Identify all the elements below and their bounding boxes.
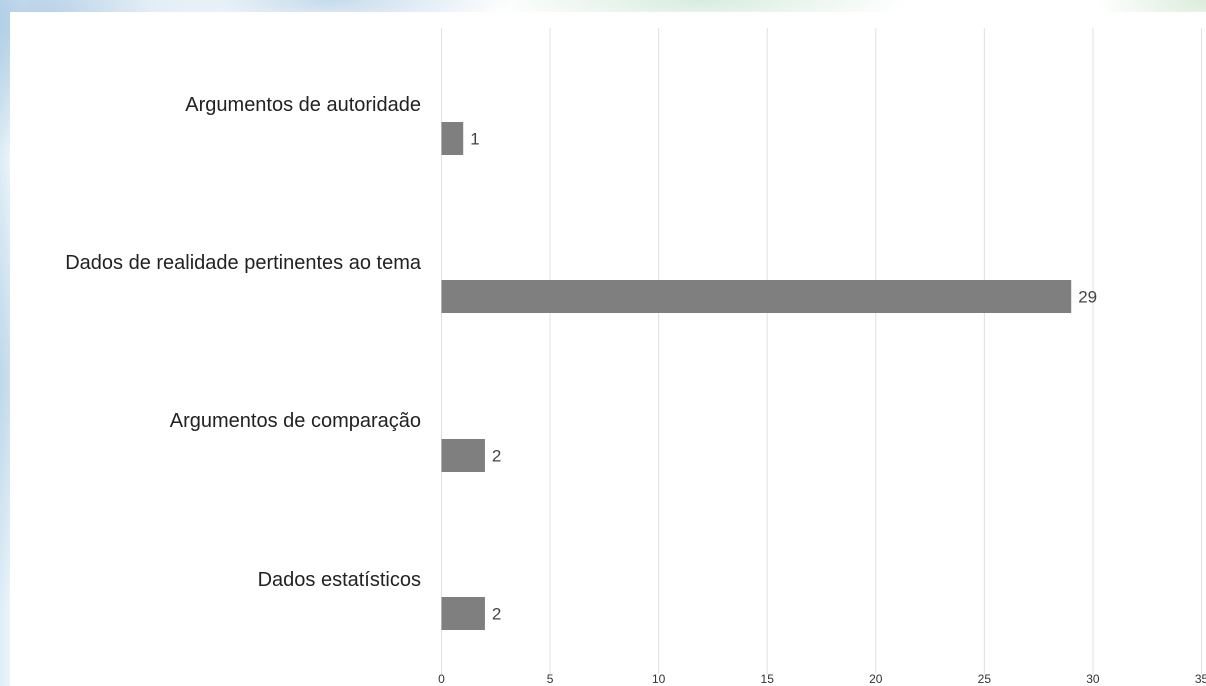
bar-1	[441, 122, 464, 155]
value-labels: 1 29 2 2	[470, 130, 1097, 624]
bar-3	[441, 439, 485, 472]
x-tick-labels: 0 5 10 15 20 25 30 35	[438, 672, 1206, 686]
x-tick-label-5: 5	[547, 672, 554, 686]
x-tick-label-30: 30	[1086, 672, 1100, 686]
category-label-2: Dados de realidade pertinentes ao tema	[65, 252, 422, 274]
value-label-1: 1	[470, 130, 479, 149]
x-tick-label-25: 25	[978, 672, 992, 686]
x-tick-label-10: 10	[652, 672, 666, 686]
category-label-4: Dados estatísticos	[258, 569, 421, 591]
category-label-3: Argumentos de comparação	[170, 410, 421, 432]
value-label-4: 2	[492, 605, 501, 624]
value-label-2: 29	[1078, 288, 1097, 307]
category-label-1: Argumentos de autoridade	[185, 94, 421, 116]
x-tick-label-0: 0	[438, 672, 445, 686]
chart-panel	[10, 12, 1206, 686]
x-tick-label-35: 35	[1195, 672, 1206, 686]
gridlines	[441, 28, 1202, 674]
x-tick-label-15: 15	[761, 672, 775, 686]
bar-4	[441, 597, 485, 630]
value-label-3: 2	[492, 447, 501, 466]
bar-2	[441, 280, 1072, 313]
x-tick-label-20: 20	[869, 672, 883, 686]
bars	[441, 122, 1072, 630]
category-labels: Argumentos de autoridade Dados de realida…	[65, 94, 422, 591]
